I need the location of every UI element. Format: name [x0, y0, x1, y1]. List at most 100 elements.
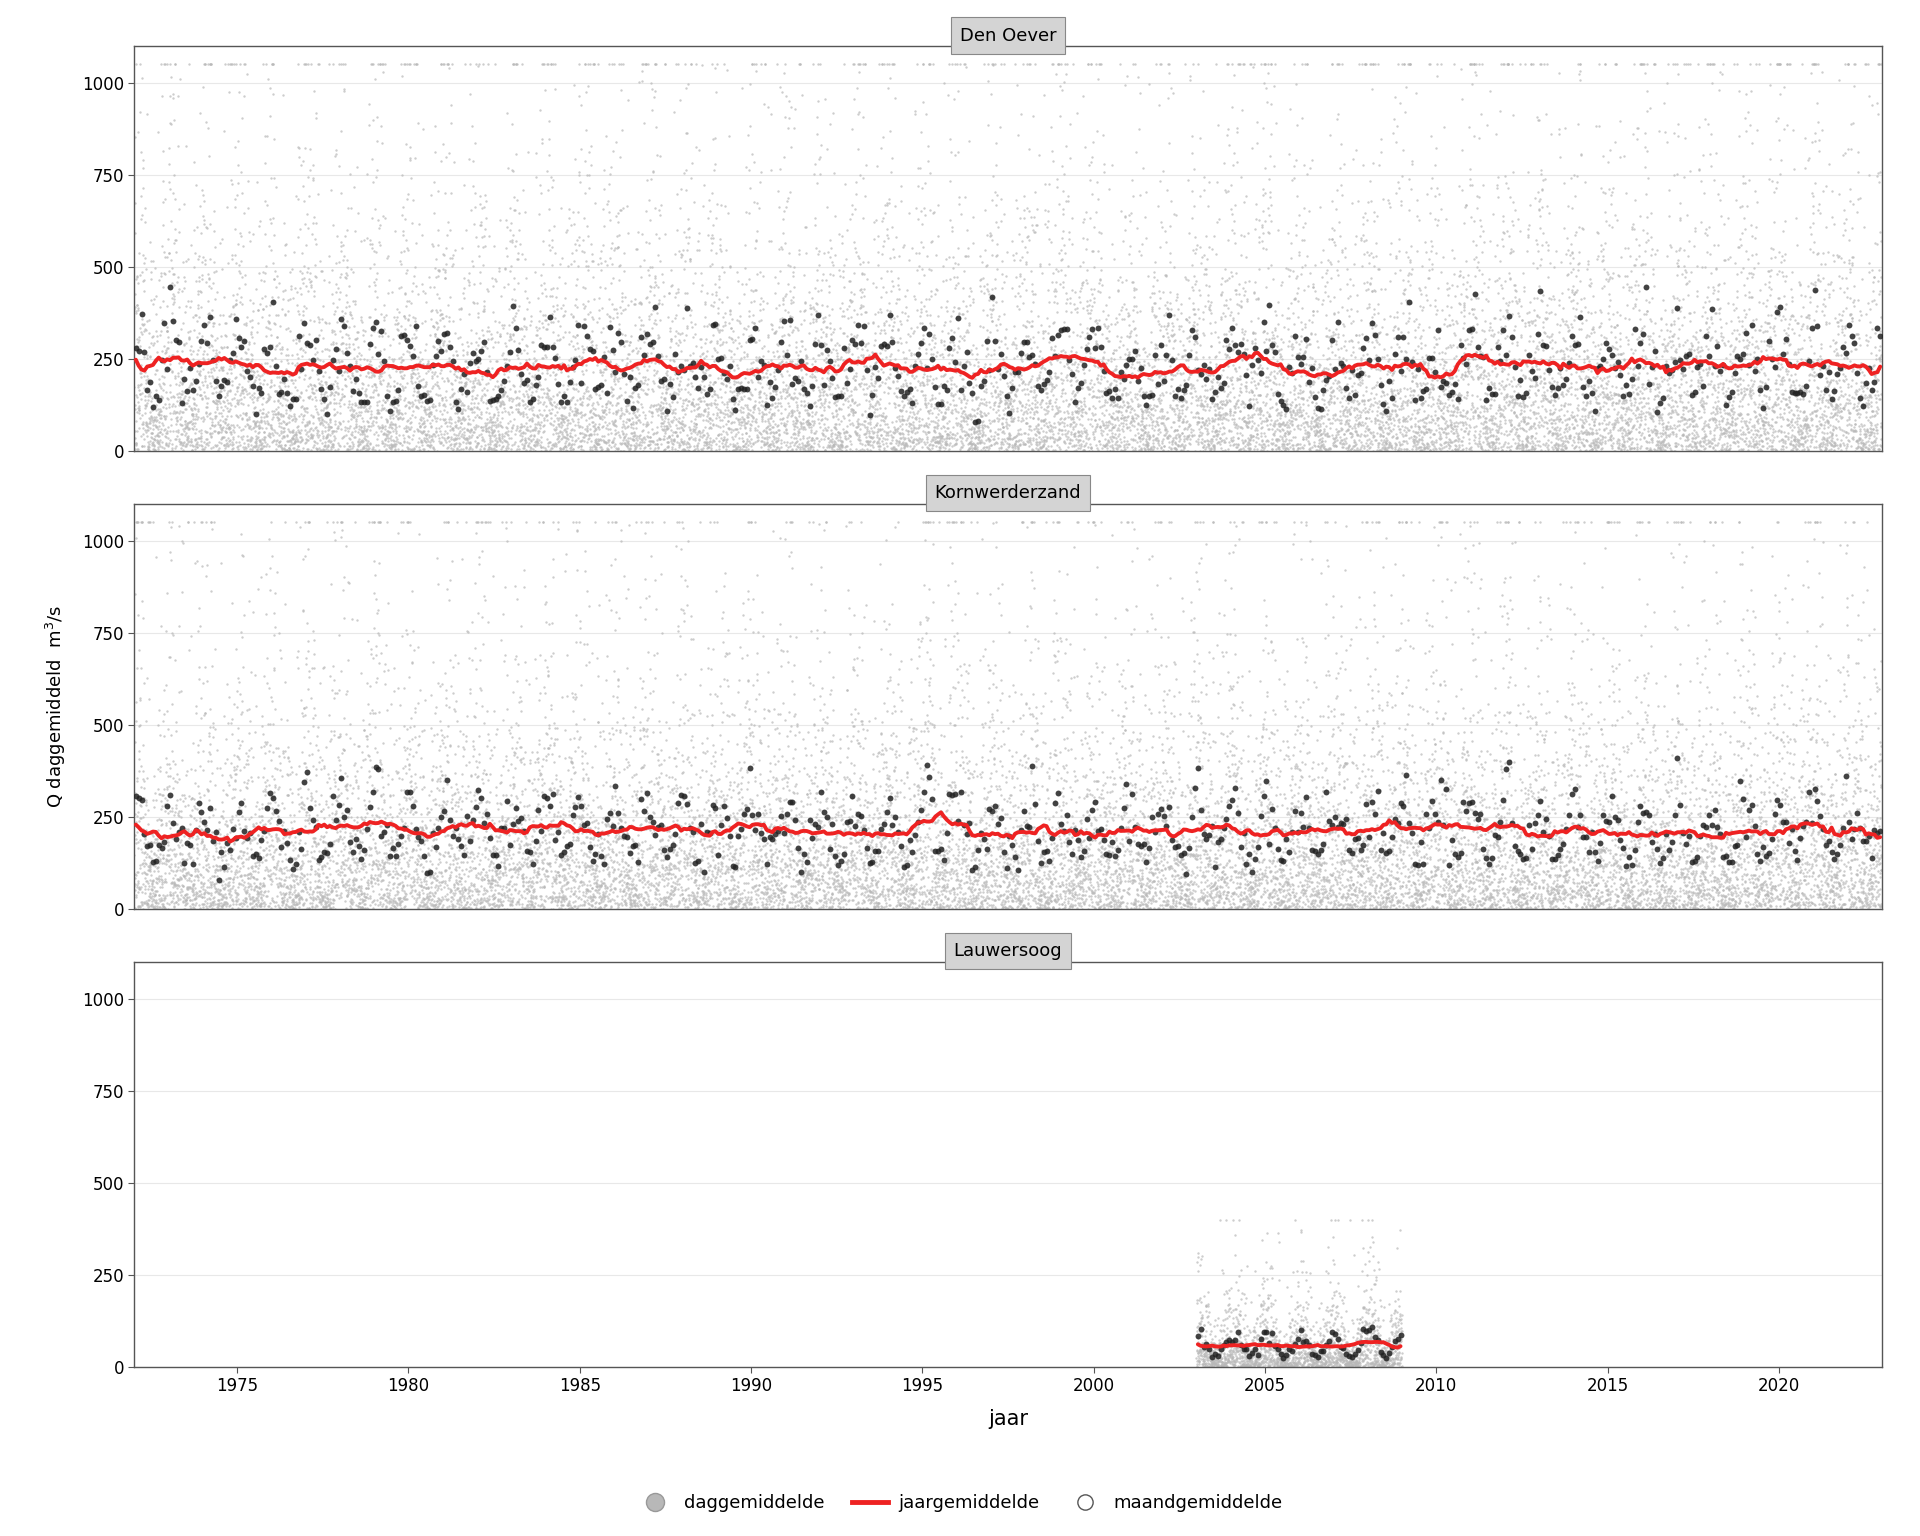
Point [570, 52, 601, 77]
Point [1286, 859, 1317, 883]
Point [1092, 415, 1123, 439]
Point [334, 571, 365, 596]
Point [1561, 290, 1592, 315]
Point [269, 670, 300, 694]
Point [1325, 1344, 1356, 1369]
Point [1526, 329, 1557, 353]
Point [636, 783, 666, 808]
Point [351, 416, 382, 441]
Point [244, 399, 275, 424]
Point [1761, 370, 1791, 395]
Point [1313, 822, 1344, 846]
Point [438, 252, 468, 276]
Point [1244, 1283, 1275, 1307]
Point [1104, 399, 1135, 424]
Point [1546, 438, 1576, 462]
Point [1743, 863, 1774, 888]
Point [1116, 622, 1146, 647]
Point [1638, 352, 1668, 376]
Point [1200, 398, 1231, 422]
Point [1279, 703, 1309, 728]
Point [979, 392, 1010, 416]
Point [672, 238, 703, 263]
Point [1793, 859, 1824, 883]
Point [1814, 819, 1845, 843]
Point [755, 825, 785, 849]
Point [1325, 1322, 1356, 1347]
Point [1755, 52, 1786, 77]
Point [411, 845, 442, 869]
Point [676, 852, 707, 877]
Point [253, 822, 284, 846]
Point [179, 510, 209, 535]
Point [1018, 777, 1048, 802]
Point [1738, 831, 1768, 856]
Point [520, 846, 551, 871]
Point [591, 381, 622, 406]
Point [390, 393, 420, 418]
Point [1707, 52, 1738, 77]
Point [993, 885, 1023, 909]
Point [1657, 808, 1688, 833]
Point [630, 567, 660, 591]
Point [1749, 868, 1780, 892]
Point [1619, 894, 1649, 919]
Point [993, 387, 1023, 412]
Point [1667, 780, 1697, 805]
Point [1133, 866, 1164, 891]
Point [1567, 813, 1597, 837]
Point [1551, 407, 1582, 432]
Point [1365, 891, 1396, 915]
Point [250, 367, 280, 392]
Point [321, 817, 351, 842]
Point [611, 720, 641, 745]
Point [1371, 343, 1402, 367]
Point [1227, 1281, 1258, 1306]
Point [405, 872, 436, 897]
Point [791, 860, 822, 885]
Point [996, 889, 1027, 914]
Point [737, 720, 768, 745]
Point [432, 748, 463, 773]
Point [1509, 393, 1540, 418]
Point [1565, 427, 1596, 452]
Point [851, 593, 881, 617]
Point [791, 344, 822, 369]
Point [1655, 406, 1686, 430]
Point [910, 848, 941, 872]
Point [1818, 418, 1849, 442]
Point [332, 195, 363, 220]
Point [1292, 1347, 1323, 1372]
Point [169, 897, 200, 922]
Point [557, 808, 588, 833]
Point [975, 364, 1006, 389]
Point [244, 846, 275, 871]
Point [1137, 438, 1167, 462]
Point [1571, 869, 1601, 894]
Point [1135, 836, 1165, 860]
Point [697, 412, 728, 436]
Point [753, 886, 783, 911]
Point [303, 885, 334, 909]
Point [843, 413, 874, 438]
Point [1473, 432, 1503, 456]
Point [1050, 826, 1081, 851]
Point [1642, 757, 1672, 782]
Point [1066, 273, 1096, 298]
Point [516, 372, 547, 396]
Point [321, 401, 351, 425]
Point [1699, 418, 1730, 442]
Point [1661, 617, 1692, 642]
Point [1068, 866, 1098, 891]
Point [1388, 418, 1419, 442]
Point [641, 842, 672, 866]
Point [835, 843, 866, 868]
Point [194, 894, 225, 919]
Point [1192, 1292, 1223, 1316]
Point [520, 799, 551, 823]
Point [866, 370, 897, 395]
Point [184, 194, 215, 218]
Point [180, 241, 211, 266]
Point [691, 860, 722, 885]
Point [1281, 1322, 1311, 1347]
